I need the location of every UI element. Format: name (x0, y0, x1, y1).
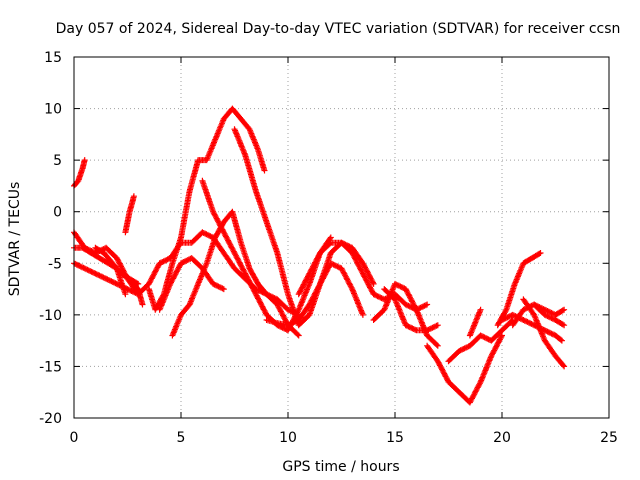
series-arc-25 (531, 301, 568, 318)
series-arc-10 (169, 208, 302, 339)
data-point-markers (424, 332, 505, 406)
y-tick-label: -5 (48, 256, 62, 272)
x-tick-label: 0 (70, 430, 79, 446)
x-axis-title: GPS time / hours (282, 459, 399, 475)
data-point-markers (520, 296, 568, 370)
x-tick-labels: 0 5 10 15 20 25 (70, 430, 618, 446)
data-point-markers (370, 280, 441, 349)
y-tick-label: -20 (39, 411, 62, 427)
y-tick-label: -15 (39, 359, 62, 375)
x-tick-label: 25 (600, 430, 618, 446)
data-point-markers (156, 255, 227, 313)
y-tick-label: 15 (44, 50, 62, 66)
data-point-markers (169, 208, 302, 339)
grid (74, 57, 609, 418)
y-tick-label: 10 (44, 102, 62, 118)
chart-title: Day 057 of 2024, Sidereal Day-to-day VTE… (56, 21, 621, 37)
data-point-markers (122, 193, 137, 236)
y-tick-labels: -20 -15 -10 -5 0 5 10 15 (39, 50, 62, 427)
data-series (71, 105, 568, 406)
y-tick-label: 0 (53, 205, 62, 221)
y-tick-label: 5 (53, 153, 62, 169)
data-point-markers (381, 286, 441, 334)
data-point-markers (92, 244, 142, 287)
y-axis-title: SDTVAR / TECUs (7, 182, 23, 297)
data-point-markers (466, 306, 484, 339)
series-arc-9 (156, 255, 227, 313)
y-tick-label: -10 (39, 308, 62, 324)
x-tick-label: 5 (177, 430, 186, 446)
series-arc-14 (263, 260, 366, 329)
plot-frame (73, 56, 610, 419)
data-point-markers (531, 301, 568, 318)
series-arc-16 (370, 280, 441, 349)
series-arc-17 (381, 286, 441, 334)
axis-ticks (73, 56, 610, 419)
series-arc-18 (424, 332, 505, 406)
series-arc-6 (122, 193, 137, 236)
data-point-markers (263, 260, 366, 329)
x-tick-label: 15 (386, 430, 404, 446)
x-tick-label: 10 (279, 430, 297, 446)
series-arc-20 (466, 306, 484, 339)
series-arc-19 (445, 317, 516, 365)
series-arc-5 (92, 244, 142, 287)
data-point-markers (445, 317, 516, 365)
x-tick-label: 20 (493, 430, 511, 446)
series-arc-24 (520, 296, 568, 370)
